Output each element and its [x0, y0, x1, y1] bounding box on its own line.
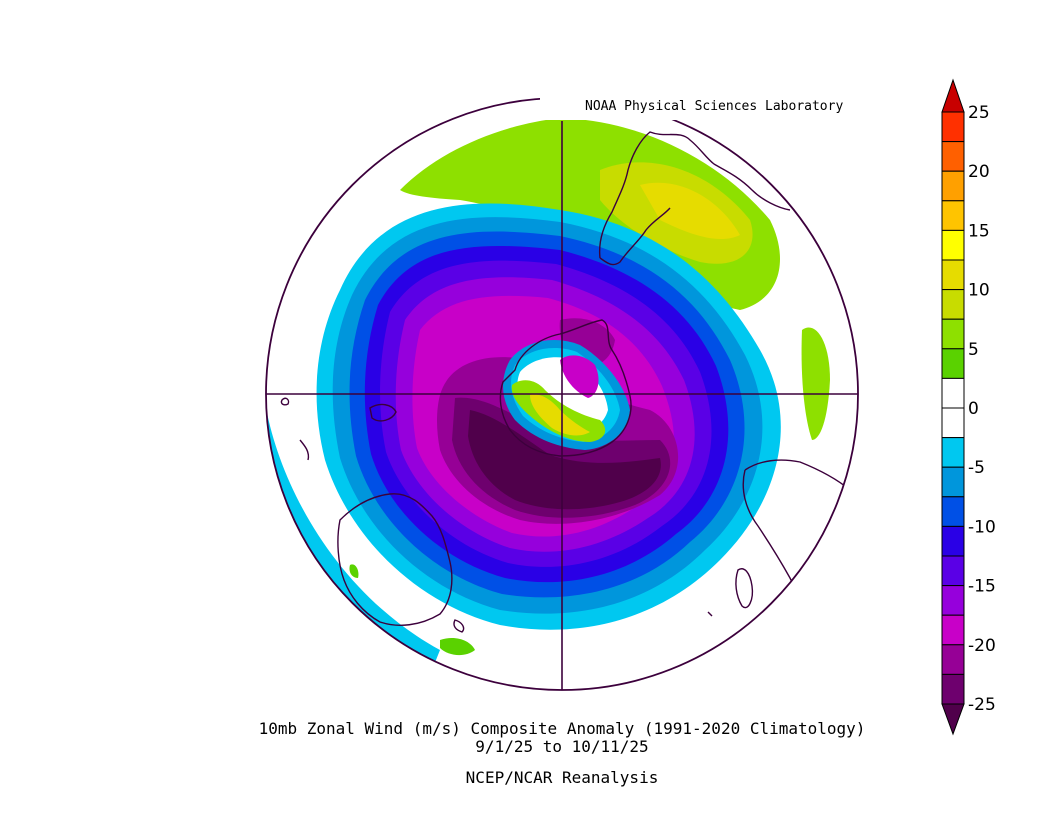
colorbar-swatch [941, 644, 965, 675]
caption-date-range: 9/1/25 to 10/11/25 [475, 737, 649, 756]
colorbar-swatch [941, 289, 965, 320]
colorbar-tick-label: 0 [968, 399, 979, 419]
colorbar-swatch [941, 437, 965, 468]
colorbar-over-arrow [941, 78, 965, 113]
colorbar-tick-label: 10 [968, 281, 990, 301]
colorbar-swatch [941, 229, 965, 261]
colorbar-swatch [941, 111, 965, 143]
colorbar-swatch [941, 407, 965, 439]
colorbar-tick-label: 20 [968, 162, 990, 182]
colorbar-swatch [941, 259, 965, 291]
caption-source: NCEP/NCAR Reanalysis [465, 768, 659, 787]
colorbar-swatch [941, 466, 965, 498]
colorbar-swatch [941, 585, 965, 616]
colorbar-swatch [941, 525, 965, 557]
coastlines [280, 131, 851, 633]
colorbar-tick-label: 25 [968, 103, 990, 123]
credit-label: NOAA Physical Sciences Laboratory [585, 99, 844, 114]
colorbar-swatch [941, 555, 965, 587]
colorbar-tick-label: -15 [968, 577, 996, 597]
caption-title: 10mb Zonal Wind (m/s) Composite Anomaly … [258, 719, 866, 738]
colorbar-tick-label: -25 [968, 695, 996, 715]
colorbar-swatch [941, 377, 965, 409]
graticule [266, 121, 858, 690]
colorbar-swatch [941, 496, 965, 527]
anomaly-field [266, 98, 858, 690]
colorbar-swatch [941, 141, 965, 172]
colorbar-swatch [941, 200, 965, 231]
colorbar: 25 20 15 10 5 0 -5 -10 -15 -20 -25 [941, 78, 996, 736]
colorbar-tick-label: -20 [968, 636, 996, 656]
credit-backdrop [540, 94, 860, 120]
colorbar-tick-label: -5 [968, 458, 985, 478]
colorbar-swatch [941, 348, 965, 379]
colorbar-tick-label: -10 [968, 517, 996, 537]
colorbar-tick-label: 15 [968, 221, 990, 241]
colorbar-swatch [941, 673, 965, 705]
colorbar-swatch [941, 318, 965, 350]
colorbar-swatch [941, 170, 965, 202]
colorbar-tick-label: 5 [968, 340, 979, 360]
colorbar-swatch [941, 614, 965, 646]
